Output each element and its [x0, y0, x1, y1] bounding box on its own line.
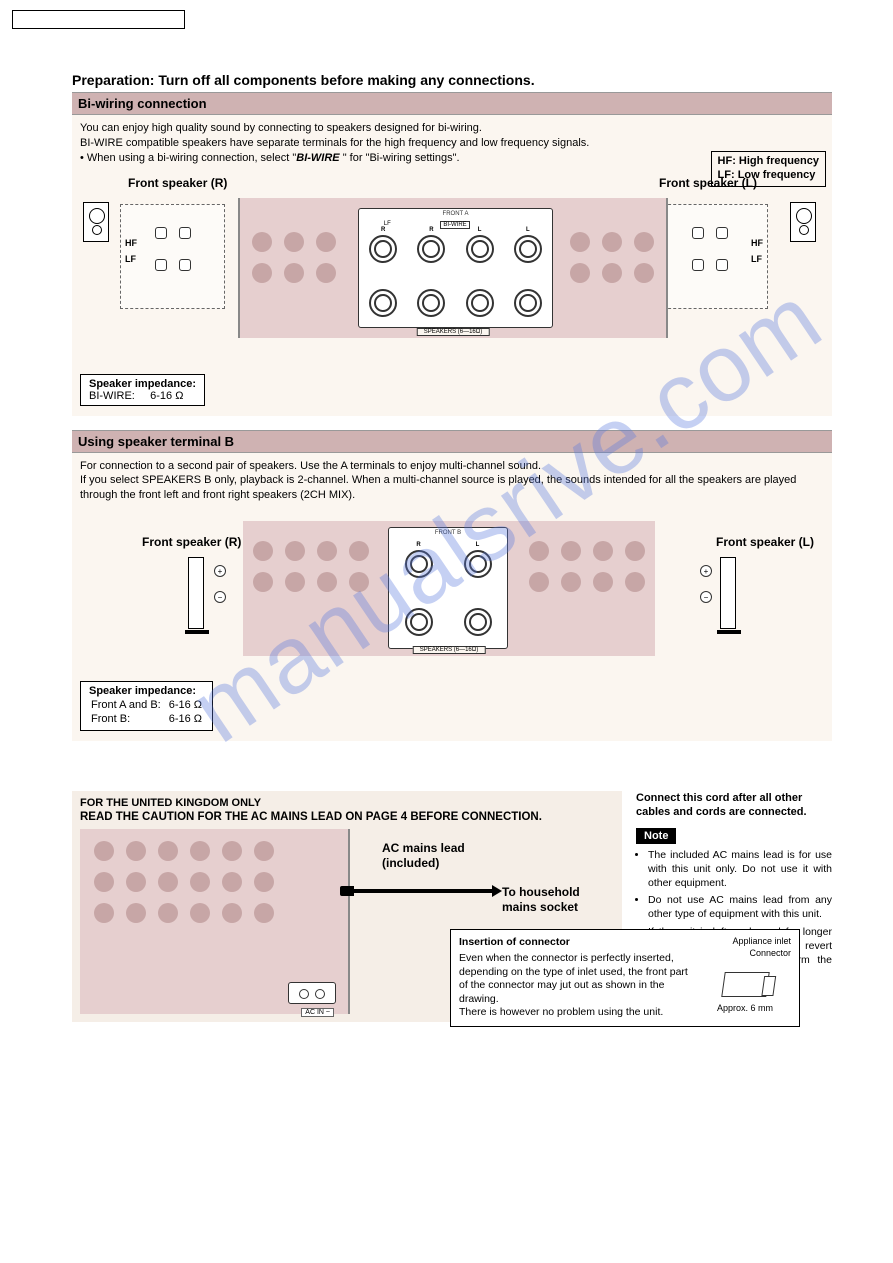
note-item: Do not use AC mains lead from any other … [648, 893, 832, 921]
ac-inlet-icon [288, 982, 336, 1004]
top-crop-box [12, 10, 185, 29]
preparation-title: Preparation: Turn off all components bef… [72, 72, 832, 88]
front-speaker-r-label: Front speaker (R) [128, 176, 227, 190]
tall-speaker-r-icon [188, 557, 204, 629]
note-item: The included AC mains lead is for use wi… [648, 848, 832, 891]
ac-mains-lead-icon [354, 889, 494, 893]
front-speaker-l-label-b: Front speaker (L) [716, 535, 814, 549]
biwire-diagram: Front speaker (R) Front speaker (L) HFLF… [80, 176, 824, 406]
connect-cord-note: Connect this cord after all other cables… [636, 791, 832, 820]
uk-only-title: FOR THE UNITED KINGDOM ONLY [80, 797, 614, 809]
front-a-terminal-block: FRONT A LF BI-WIRE HF R R L L [358, 208, 553, 328]
ac-mains-lead-label: AC mains lead (included) [382, 841, 465, 871]
page-content: Preparation: Turn off all components bef… [72, 72, 832, 1022]
front-speaker-l-label: Front speaker (L) [659, 176, 757, 190]
terminal-b-diagram: Front speaker (R) Front speaker (L) + − … [80, 511, 824, 731]
callout-r: HFLF [120, 204, 225, 309]
front-speaker-r-label-b: Front speaker (R) [142, 535, 241, 549]
callout-l: HFLF [663, 204, 768, 309]
speaker-icon-r [83, 202, 109, 242]
rear-panel-ac: AC IN ~ [80, 829, 350, 1014]
impedance-box-b: Speaker impedance: Front A and B:6-16 Ω … [80, 681, 213, 731]
rear-chassis-a: FRONT A LF BI-WIRE HF R R L L [238, 198, 668, 338]
impedance-box-a: Speaker impedance: BI-WIRE: 6-16 Ω [80, 374, 205, 406]
speaker-icon-l [790, 202, 816, 242]
ac-mains-section: FOR THE UNITED KINGDOM ONLY READ THE CAU… [72, 791, 832, 1022]
rear-chassis-b: FRONT B R L SPEAKERS (6—16Ω) [243, 521, 655, 656]
connector-figure: Appliance inlet Connector Approx. 6 mm [699, 936, 791, 1020]
terminal-b-body: For connection to a second pair of speak… [80, 459, 824, 504]
biwiring-header: Bi-wiring connection [72, 92, 832, 115]
terminal-b-panel: Using speaker terminal B For connection … [72, 430, 832, 742]
connector-inset: Insertion of connector Even when the con… [450, 929, 800, 1027]
ac-mains-left: FOR THE UNITED KINGDOM ONLY READ THE CAU… [72, 791, 622, 1022]
biwiring-panel: Bi-wiring connection You can enjoy high … [72, 92, 832, 416]
ac-in-label: AC IN ~ [301, 1008, 334, 1017]
speakers-label: SPEAKERS (6—16Ω) [417, 328, 490, 336]
note-badge: Note [636, 828, 676, 844]
tall-speaker-l-icon [720, 557, 736, 629]
biwire-line1: You can enjoy high quality sound by conn… [80, 121, 824, 136]
household-socket-label: To household mains socket [502, 885, 580, 915]
uk-caution: READ THE CAUTION FOR THE AC MAINS LEAD O… [80, 811, 614, 823]
front-b-terminal-block: FRONT B R L [388, 527, 508, 649]
terminal-b-header: Using speaker terminal B [72, 430, 832, 453]
biwire-line2: BI-WIRE compatible speakers have separat… [80, 136, 824, 151]
